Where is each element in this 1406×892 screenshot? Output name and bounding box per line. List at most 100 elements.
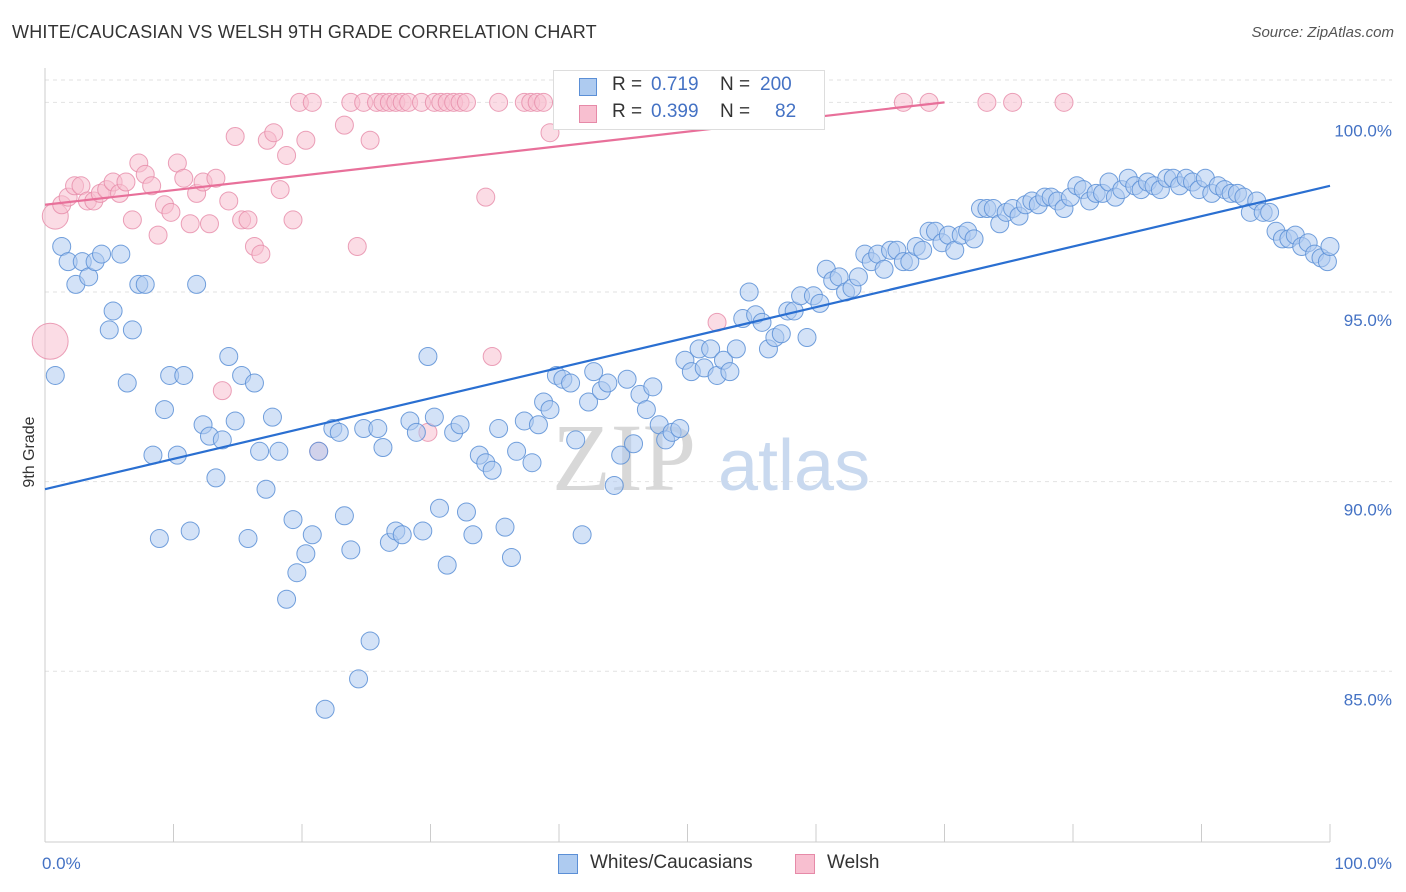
welsh-point [219, 191, 239, 211]
legend-swatch-blue [579, 78, 597, 96]
whites-point [624, 434, 644, 454]
whites-point [720, 362, 740, 382]
whites-point [302, 525, 322, 545]
welsh-point [456, 92, 476, 112]
legend-n-label: N = [720, 74, 751, 95]
welsh-point [264, 123, 284, 143]
whites-point [429, 498, 449, 518]
whites-point [771, 324, 791, 344]
source-label: Source: ZipAtlas.com [1251, 24, 1394, 41]
welsh-point [238, 210, 258, 230]
whites-point [392, 525, 412, 545]
whites-point [964, 229, 984, 249]
stats-legend: R = 0.719 N = 200 R = 0.399 N = 82 [553, 70, 825, 130]
y-tick-label: 100.0% [1334, 121, 1392, 140]
legend-n-value: 200 [760, 74, 792, 95]
whites-trend-line [44, 184, 1331, 491]
whites-point [262, 407, 282, 427]
welsh-point [1054, 92, 1074, 112]
welsh-point [161, 202, 181, 222]
whites-point [495, 517, 515, 537]
whites-point [149, 529, 169, 549]
welsh-point [251, 244, 271, 264]
whites-point [315, 699, 335, 719]
legend-r-label: R = [612, 74, 643, 95]
whites-point [848, 267, 868, 287]
whites-point [155, 400, 175, 420]
whites-point [1320, 236, 1340, 256]
axes [44, 68, 1331, 843]
whites-point [296, 544, 316, 564]
welsh-point [482, 346, 502, 366]
whites-point [329, 422, 349, 442]
whites-point [463, 525, 483, 545]
welsh-point [283, 210, 303, 230]
whites-point [604, 475, 624, 495]
whites-points [45, 168, 1340, 719]
whites-point [540, 400, 560, 420]
whites-point [99, 320, 119, 340]
whites-point [810, 293, 830, 313]
whites-point [212, 430, 232, 450]
watermark-atlas: atlas [718, 426, 870, 506]
whites-point [287, 563, 307, 583]
whites-point [913, 240, 933, 260]
bottom-legend-swatch-blue [558, 854, 578, 874]
welsh-point [489, 92, 509, 112]
y-tick-label: 85.0% [1344, 690, 1392, 709]
whites-point [617, 369, 637, 389]
whites-point [250, 441, 270, 461]
whites-point [482, 460, 502, 480]
welsh-point [142, 176, 162, 196]
welsh-point [122, 210, 142, 230]
welsh-point [174, 168, 194, 188]
whites-point [180, 521, 200, 541]
welsh-point [296, 130, 316, 150]
tick-labels: 85.0% 90.0% 95.0% 100.0% 0.0% 100.0% [42, 121, 1392, 873]
bottom-legend-swatch-pink [795, 854, 815, 874]
whites-point [611, 445, 631, 465]
chart-title: WHITE/CAUCASIAN VS WELSH 9TH GRADE CORRE… [12, 22, 597, 42]
whites-point [277, 589, 297, 609]
whites-point [368, 419, 388, 439]
welsh-point [277, 145, 297, 165]
whites-point [360, 631, 380, 651]
y-axis-label: 9th Grade [21, 416, 38, 487]
whites-point [103, 301, 123, 321]
whites-point [501, 548, 521, 568]
welsh-point [1003, 92, 1023, 112]
whites-point [561, 373, 581, 393]
welsh-point [206, 168, 226, 188]
whites-point [206, 468, 226, 488]
whites-point [528, 415, 548, 435]
welsh-point [977, 92, 997, 112]
whites-point [507, 441, 527, 461]
welsh-point [360, 130, 380, 150]
welsh-point [534, 92, 554, 112]
whites-point [489, 419, 509, 439]
whites-point [225, 411, 245, 431]
whites-point [309, 441, 329, 461]
y-tick-label: 95.0% [1344, 311, 1392, 330]
whites-point [670, 419, 690, 439]
x-tick-label: 100.0% [1334, 854, 1392, 873]
welsh-point [225, 126, 245, 146]
whites-point [45, 365, 65, 385]
whites-point [450, 415, 470, 435]
welsh-point [270, 180, 290, 200]
whites-point [437, 555, 457, 575]
whites-point [584, 362, 604, 382]
whites-point [187, 274, 207, 294]
whites-point [349, 669, 369, 689]
whites-point [797, 328, 817, 348]
whites-point [174, 365, 194, 385]
whites-point [424, 407, 444, 427]
whites-point [418, 346, 438, 366]
whites-point [579, 392, 599, 412]
whites-point [341, 540, 361, 560]
whites-point [111, 244, 131, 264]
welsh-point [148, 225, 168, 245]
whites-point [456, 502, 476, 522]
whites-point [135, 274, 155, 294]
